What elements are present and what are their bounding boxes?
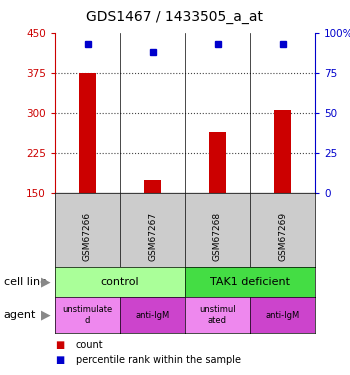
Text: GSM67266: GSM67266 [83,212,92,261]
Text: unstimulate
d: unstimulate d [62,305,113,325]
Text: ■: ■ [55,340,64,350]
Text: cell line: cell line [4,277,47,287]
Text: GSM67268: GSM67268 [213,212,222,261]
Text: GSM67269: GSM67269 [278,212,287,261]
Text: agent: agent [4,310,36,320]
Bar [274,110,290,193]
Text: control: control [101,277,139,287]
Text: GSM67267: GSM67267 [148,212,157,261]
Bar [79,73,96,193]
Text: TAK1 deficient: TAK1 deficient [210,277,290,287]
Text: percentile rank within the sample: percentile rank within the sample [76,355,241,365]
Bar [209,132,226,193]
Text: GDS1467 / 1433505_a_at: GDS1467 / 1433505_a_at [86,10,264,24]
Text: ■: ■ [55,355,64,365]
Text: anti-IgM: anti-IgM [135,310,170,320]
Text: count: count [76,340,104,350]
Bar [144,180,161,193]
Text: unstimul
ated: unstimul ated [199,305,236,325]
Text: anti-IgM: anti-IgM [265,310,300,320]
Text: ▶: ▶ [41,309,51,321]
Text: ▶: ▶ [41,276,51,288]
